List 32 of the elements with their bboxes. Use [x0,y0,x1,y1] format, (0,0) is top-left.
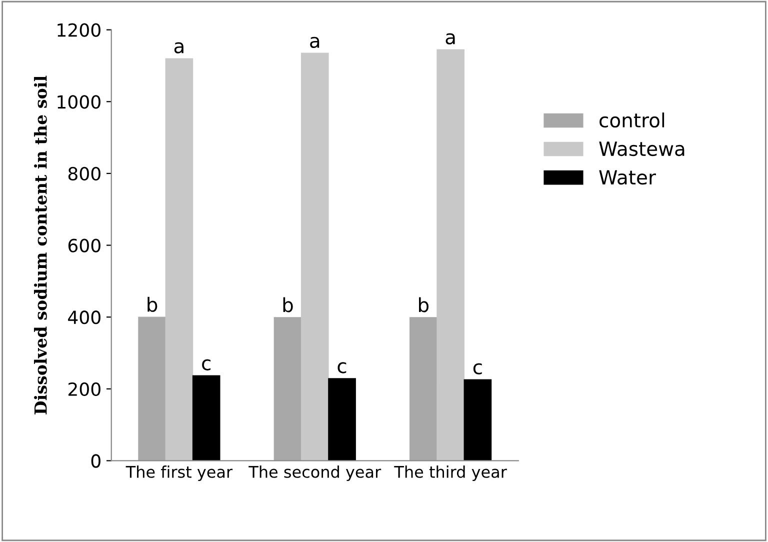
y-tick-label: 0 [91,454,100,468]
annotation: b [283,297,293,312]
annotation: b [419,297,429,312]
y-tick-label: 1000 [58,95,100,109]
annotation: a [310,36,320,48]
bar [138,316,166,461]
x-tick-label: The second year [248,466,382,482]
annotation: a [174,42,184,54]
legend-label: control [600,112,664,128]
bar [410,317,438,461]
y-tick-label: 800 [68,166,100,181]
bar [328,378,356,461]
y-tick-label: 1200 [58,23,100,37]
bar [274,317,302,461]
annotation: c [473,363,482,374]
x-tick-label: The third year [394,466,507,482]
legend-label: Wastewa [599,142,684,156]
annotation: a [446,33,455,44]
bar [192,375,220,461]
bar [300,52,329,461]
y-tick-label: 400 [68,310,100,324]
y-axis-title: Dissolved sodium content in the soil [34,76,47,414]
annotation: c [338,362,346,374]
y-tick-label: 600 [68,238,100,252]
y-tick-label: 200 [68,382,100,396]
bar [464,379,492,461]
annotation: c [202,359,210,370]
bar [436,49,464,461]
bar [165,58,194,461]
annotation: b [148,296,158,312]
x-tick-label: The first year [126,466,233,482]
legend-label: Water [599,170,656,185]
